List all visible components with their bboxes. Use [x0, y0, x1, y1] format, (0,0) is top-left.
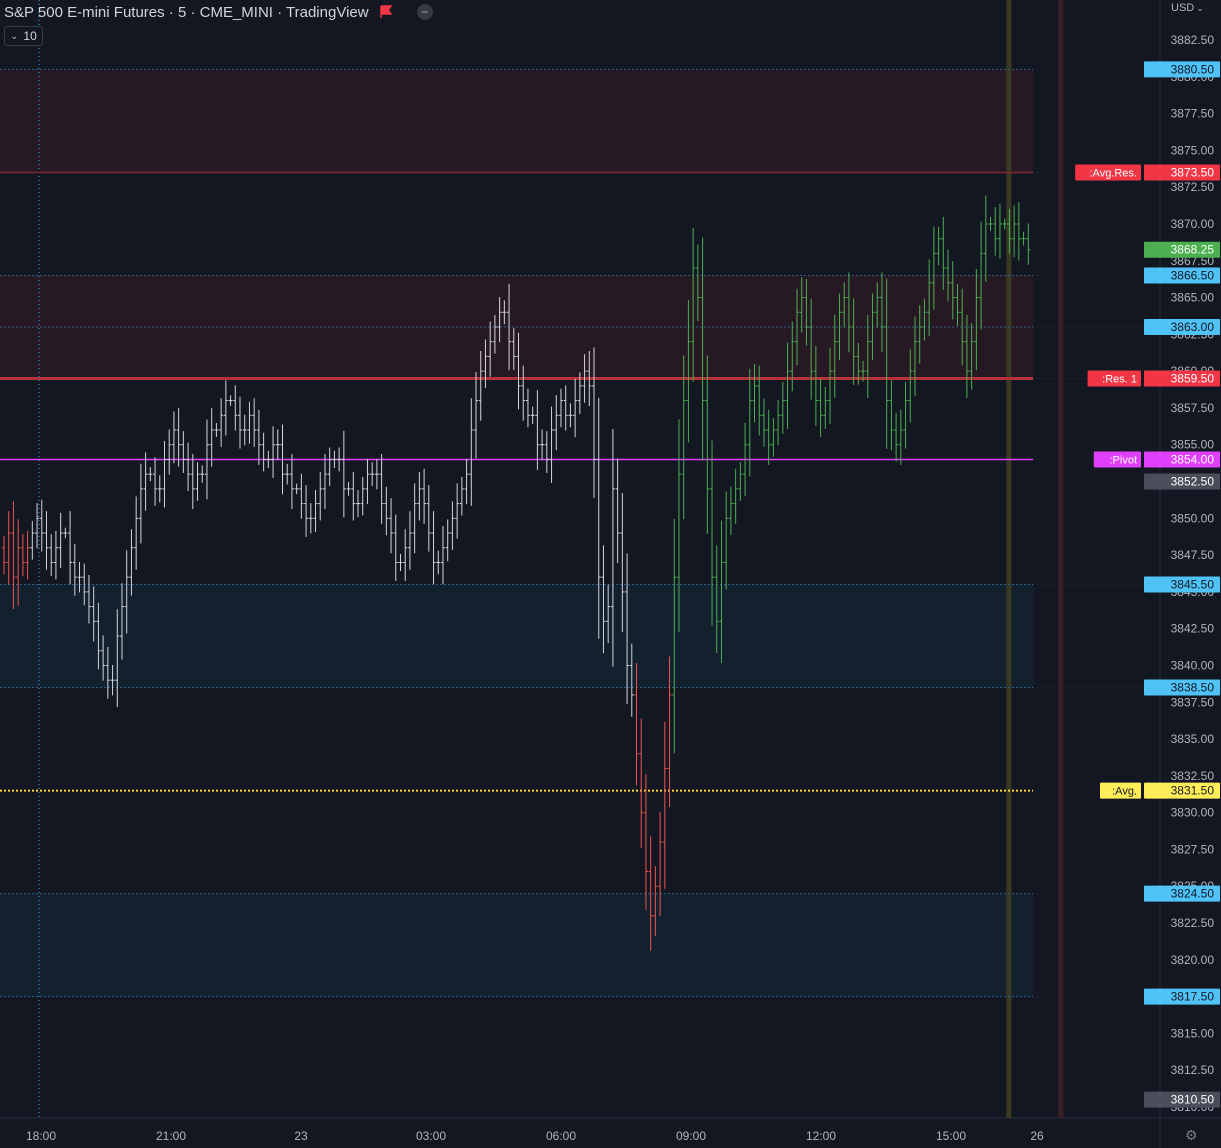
marker-price-label: 3868.25: [1171, 243, 1215, 257]
y-tick-label: 3835.00: [1171, 732, 1215, 746]
level-price-label-bg: [1144, 61, 1220, 78]
zone-support: [0, 893, 1033, 997]
y-tick-label: 3842.50: [1171, 622, 1215, 636]
x-tick-label: 21:00: [156, 1129, 186, 1143]
indicator-toggle[interactable]: ⌄ 10: [4, 26, 43, 46]
currency-label: USD: [1171, 2, 1195, 14]
x-tick-label: 09:00: [676, 1129, 706, 1143]
level-name-label: :Pivot: [1109, 454, 1137, 466]
level-price-label-bg: [1144, 782, 1220, 799]
y-tick-label: 3822.50: [1171, 916, 1215, 930]
level-price-label: 3838.50: [1171, 681, 1215, 695]
session-marker: [1006, 0, 1012, 1118]
level-price-label-bg: [1144, 988, 1220, 1005]
y-tick-label: 3812.50: [1171, 1063, 1215, 1077]
level-price-label: 3845.50: [1171, 578, 1215, 592]
y-tick-label: 3857.50: [1171, 401, 1215, 415]
y-tick-label: 3882.50: [1171, 33, 1215, 47]
y-tick-label: 3820.00: [1171, 953, 1215, 967]
level-price-label: 3863.00: [1171, 320, 1215, 334]
minus-icon[interactable]: −: [416, 4, 433, 20]
x-tick-label: 26: [1030, 1129, 1044, 1143]
level-name-label: :Avg.: [1112, 786, 1137, 798]
level-price-label-bg: [1144, 370, 1220, 387]
y-tick-label: 3855.00: [1171, 438, 1215, 452]
level-name-label-bg: [1093, 451, 1141, 468]
zone-resistance: [0, 69, 1033, 173]
symbol-title[interactable]: S&P 500 E-mini Futures · 5 · CME_MINI · …: [4, 3, 369, 21]
level-price-label-bg: [1144, 164, 1220, 181]
marker-price-label-bg: [1144, 473, 1220, 490]
level-name-label-bg: [1075, 164, 1141, 181]
level-price-label: 3873.50: [1171, 165, 1215, 179]
x-tick-label: 03:00: [416, 1129, 446, 1143]
gear-icon[interactable]: ⚙: [1185, 1127, 1198, 1143]
level-price-label-bg: [1144, 318, 1220, 335]
session-marker: [1058, 0, 1064, 1118]
x-tick-label: 18:00: [26, 1129, 56, 1143]
y-tick-label: 3877.50: [1171, 107, 1215, 121]
y-tick-label: 3870.00: [1171, 217, 1215, 231]
level-price-label-bg: [1144, 267, 1220, 284]
x-tick-label: 06:00: [546, 1129, 576, 1143]
chart-header: S&P 500 E-mini Futures · 5 · CME_MINI · …: [4, 2, 433, 22]
level-price-label-bg: [1144, 451, 1220, 468]
currency-selector[interactable]: USD ⌄: [1171, 0, 1204, 16]
level-price-label: 3817.50: [1171, 990, 1215, 1004]
level-name-label-bg: [1100, 782, 1141, 799]
marker-price-label-bg: [1144, 241, 1220, 258]
y-tick-label: 3837.50: [1171, 695, 1215, 709]
y-tick-label: 3872.50: [1171, 180, 1215, 194]
y-tick-label: 3850.00: [1171, 511, 1215, 525]
marker-price-label-bg: [1144, 1091, 1220, 1108]
level-price-label: 3866.50: [1171, 268, 1215, 282]
level-price-label: 3859.50: [1171, 371, 1215, 385]
x-tick-label: 15:00: [936, 1129, 966, 1143]
level-name-label: :Avg.Res.: [1090, 167, 1138, 179]
x-tick-label: 12:00: [806, 1129, 836, 1143]
x-tick-label: 23: [294, 1129, 308, 1143]
y-tick-label: 3865.00: [1171, 291, 1215, 305]
level-price-label-bg: [1144, 576, 1220, 593]
level-price-label: 3824.50: [1171, 887, 1215, 901]
y-tick-label: 3830.00: [1171, 806, 1215, 820]
y-tick-label: 3840.00: [1171, 658, 1215, 672]
zone-support: [0, 584, 1033, 688]
marker-price-label: 3852.50: [1171, 475, 1215, 489]
y-tick-label: 3815.00: [1171, 1026, 1215, 1040]
y-tick-label: 3847.50: [1171, 548, 1215, 562]
level-price-label: 3880.50: [1171, 62, 1215, 76]
level-price-label-bg: [1144, 885, 1220, 902]
chevron-down-icon: ⌄: [10, 30, 19, 42]
y-tick-label: 3875.00: [1171, 143, 1215, 157]
y-tick-label: 3832.50: [1171, 769, 1215, 783]
indicator-value: 10: [23, 29, 37, 43]
level-price-label: 3854.00: [1171, 452, 1215, 466]
flag-icon[interactable]: [379, 5, 393, 19]
level-name-label: :Res. 1: [1102, 373, 1137, 385]
chevron-down-icon: ⌄: [1196, 2, 1204, 13]
level-price-label-bg: [1144, 679, 1220, 696]
level-name-label-bg: [1087, 370, 1141, 387]
marker-price-label: 3810.50: [1171, 1093, 1215, 1107]
level-price-label: 3831.50: [1171, 784, 1215, 798]
y-tick-label: 3827.50: [1171, 842, 1215, 856]
